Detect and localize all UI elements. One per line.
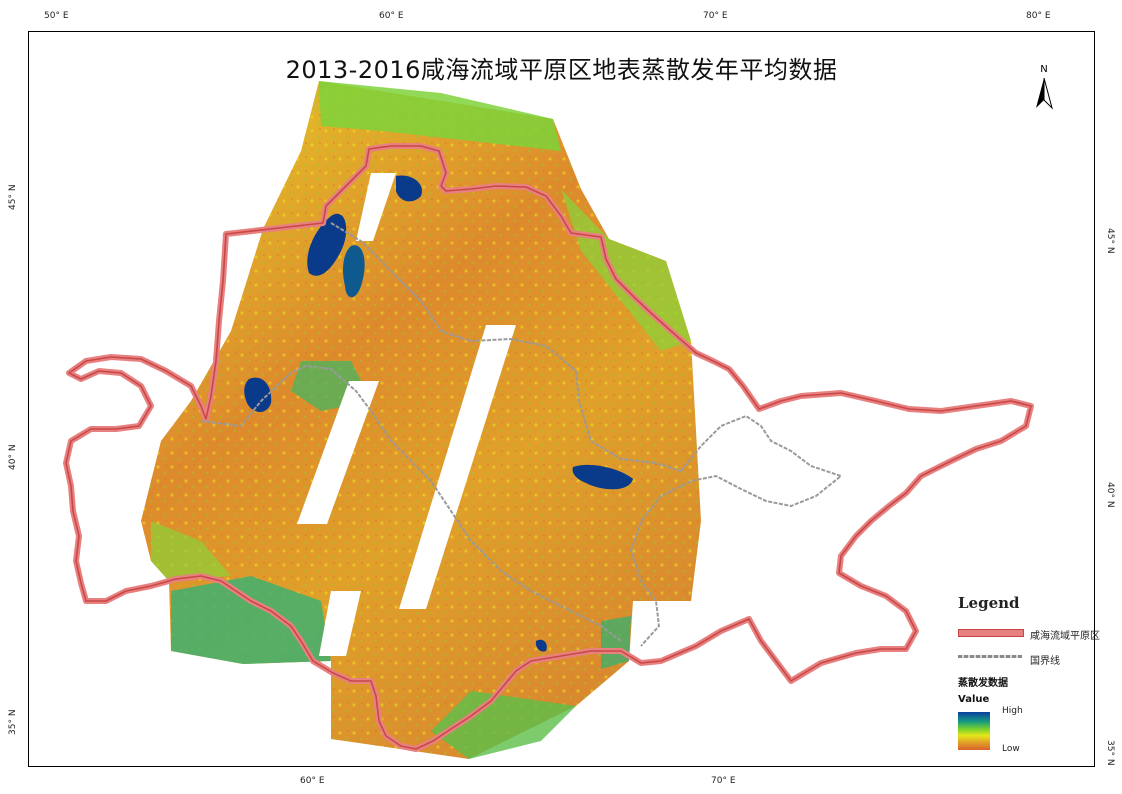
lat-tick-right-35: 35° N — [1105, 740, 1115, 766]
aydar-lake — [572, 464, 633, 490]
north-arrow-icon — [1036, 78, 1053, 110]
lat-tick-left-45: 45° N — [8, 184, 18, 210]
border-line-symbol — [958, 655, 1022, 658]
lon-tick-top-80: 80° E — [1026, 11, 1051, 21]
lat-tick-left-35: 35° N — [8, 709, 18, 735]
ramp-high-label: High — [1002, 706, 1023, 716]
legend-item-border-label: 国界线 — [1030, 656, 1060, 667]
lon-tick-top-60: 60° E — [379, 11, 404, 21]
lat-tick-right-40: 40° N — [1105, 482, 1115, 508]
lat-tick-right-45: 45° N — [1105, 228, 1115, 254]
raster-legend-value: Value — [958, 694, 990, 705]
lat-tick-left-40: 40° N — [8, 444, 18, 470]
color-ramp — [958, 712, 990, 750]
national-borders — [200, 222, 844, 647]
map-title: 2013-2016咸海流域平原区地表蒸散发年平均数据 — [285, 56, 838, 84]
lon-tick-bottom-60: 60° E — [300, 776, 325, 786]
aral-sea-west — [307, 213, 347, 276]
map-frame: 2013-2016咸海流域平原区地表蒸散发年平均数据 N — [28, 31, 1095, 767]
lon-tick-bottom-70: 70° E — [711, 776, 736, 786]
boundary-line-symbol — [958, 629, 1024, 637]
ramp-low-label: Low — [1002, 744, 1020, 754]
lake-north — [396, 175, 422, 202]
map-canvas — [63, 81, 1034, 759]
evapotranspiration-raster — [141, 81, 701, 759]
legend-item-boundary-label: 咸海流域平原区 — [1030, 631, 1100, 642]
legend: Legend 咸海流域平原区 国界线 蒸散发数据 Value High Low — [930, 564, 1100, 764]
basin-plain-boundary-core — [65, 145, 1032, 750]
raster-legend-title: 蒸散发数据 — [958, 678, 1008, 689]
legend-title: Legend — [958, 594, 1020, 612]
sarygamysh-lake — [244, 377, 272, 412]
lon-tick-top-70: 70° E — [703, 11, 728, 21]
small-reservoir — [535, 639, 547, 652]
north-arrow: N — [1032, 64, 1056, 114]
aral-sea-east — [343, 245, 365, 298]
lon-tick-top-50: 50° E — [44, 11, 69, 21]
north-arrow-label: N — [1040, 64, 1048, 75]
